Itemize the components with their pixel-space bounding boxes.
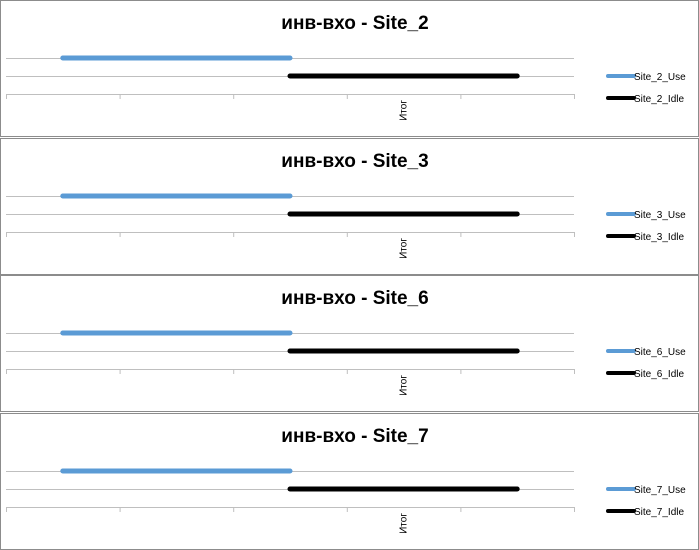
chart-title: инв-вхо - Site_6 [281, 288, 428, 309]
legend-label: Site_3_Idle [634, 232, 684, 243]
chart-panel: инв-вхо - Site_2 Итог Site_2_Use Site_2_Idl… [0, 0, 699, 137]
category-label: Итог [399, 238, 410, 259]
chart-panel: инв-вхо - Site_7 Итог Site_7_Use Site_7_Idl… [0, 413, 699, 550]
category-label: Итог [399, 513, 410, 534]
legend-label: Site_7_Idle [634, 507, 684, 518]
legend-label: Site_2_Idle [634, 94, 684, 105]
legend-label: Site_3_Use [634, 210, 686, 221]
chart-svg: инв-вхо - Site_6 Итог Site_6_Use Site_6_Idl… [6, 288, 686, 396]
category-label: Итог [399, 375, 410, 396]
legend-label: Site_6_Idle [634, 369, 684, 380]
legend-label: Site_6_Use [634, 347, 686, 358]
chart-panel: инв-вхо - Site_3 Итог Site_3_Use Site_3_Idl… [0, 138, 699, 275]
chart-panel: инв-вхо - Site_6 Итог Site_6_Use Site_6_Idl… [0, 275, 699, 412]
chart-svg: инв-вхо - Site_2 Итог Site_2_Use Site_2_Idl… [6, 13, 686, 121]
category-label: Итог [399, 100, 410, 121]
legend-label: Site_2_Use [634, 72, 686, 83]
legend-label: Site_7_Use [634, 485, 686, 496]
chart-title: инв-вхо - Site_2 [281, 13, 428, 34]
chart-svg: инв-вхо - Site_3 Итог Site_3_Use Site_3_Idl… [6, 151, 686, 259]
chart-title: инв-вхо - Site_3 [281, 151, 428, 172]
chart-title: инв-вхо - Site_7 [281, 426, 428, 447]
chart-svg: инв-вхо - Site_7 Итог Site_7_Use Site_7_Idl… [6, 426, 686, 534]
